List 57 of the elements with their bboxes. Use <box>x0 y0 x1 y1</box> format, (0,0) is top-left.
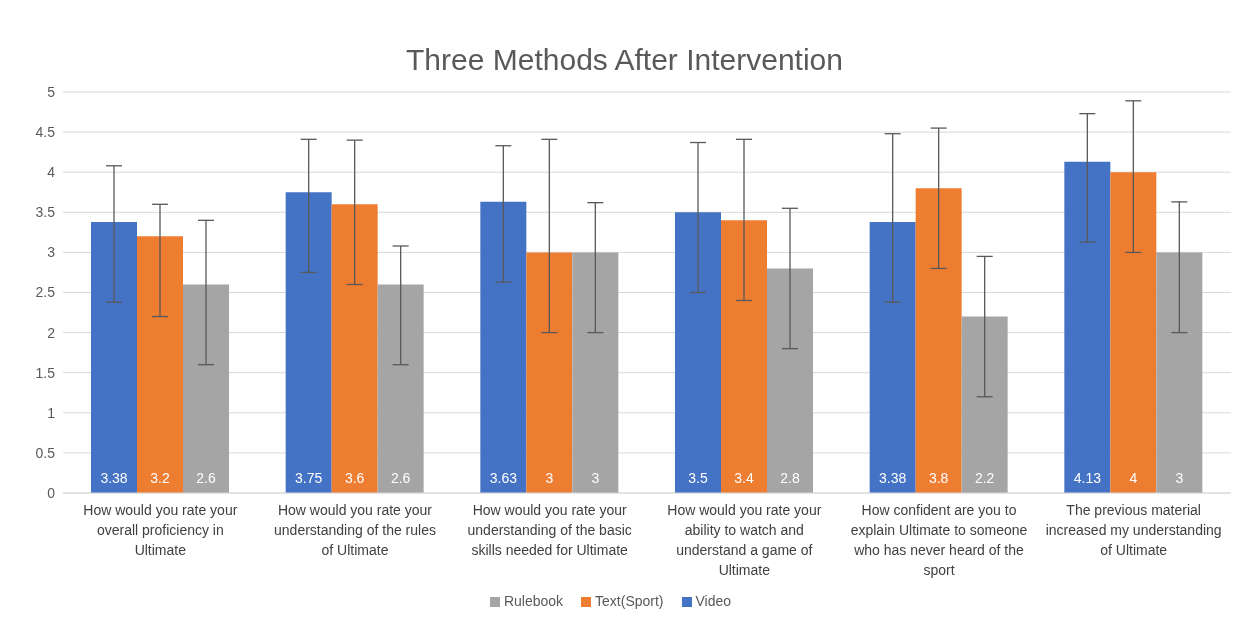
y-tick-label: 3 <box>47 244 56 261</box>
data-label: 3.2 <box>150 470 170 486</box>
bar <box>331 204 378 493</box>
data-label: 3.75 <box>295 470 323 486</box>
data-label: 3.8 <box>928 470 949 486</box>
y-tick-label: 2 <box>47 324 56 341</box>
bar <box>1064 161 1111 493</box>
data-label: 3.5 <box>688 470 708 486</box>
bar <box>1110 172 1157 493</box>
y-tick-label: 2.5 <box>35 284 56 301</box>
bar <box>377 284 424 493</box>
y-tick-label: 0 <box>47 484 56 501</box>
bar <box>91 221 137 493</box>
bar <box>480 201 527 493</box>
x-tick-label: The previous material increased my understanding of Ultimate <box>1045 502 1222 558</box>
y-tick-label: 3.5 <box>35 204 56 221</box>
data-label: 3.38 <box>100 470 128 486</box>
data-label: 3.38 <box>879 470 907 486</box>
bar <box>137 236 183 493</box>
bar <box>1156 252 1203 493</box>
x-tick-label: How would you rate your understanding of the basic skills needed for Ultimate <box>467 502 632 558</box>
data-label: 3 <box>1175 470 1184 486</box>
y-tick-label: 1 <box>47 404 56 421</box>
x-tick-label: How would you rate your overall proficiency in Ultimate <box>83 502 238 558</box>
bar <box>915 188 962 493</box>
legend-label: Video <box>695 593 732 609</box>
bar <box>675 212 721 493</box>
legend-label: Text(Sport) <box>595 593 664 609</box>
y-tick-label: 1.5 <box>35 364 56 381</box>
bar <box>869 221 916 493</box>
data-label: 3.4 <box>734 470 754 486</box>
data-label: 2.6 <box>390 470 411 486</box>
bar <box>183 284 229 493</box>
data-label: 2.8 <box>780 470 800 486</box>
y-tick-label: 4 <box>47 164 56 181</box>
y-tick-label: 4.5 <box>35 124 56 141</box>
bar <box>572 252 619 493</box>
x-tick-label: How confident are you to explain Ultimate to someone who has never heard of the sport <box>850 502 1028 578</box>
y-tick-label: 0.5 <box>35 444 56 461</box>
bar <box>767 268 813 493</box>
bar <box>961 316 1008 493</box>
data-label: 3 <box>591 470 600 486</box>
x-tick-label: How would you rate your ability to watch and understand a game of Ultimate <box>667 502 822 578</box>
bar <box>285 192 332 493</box>
chart-title: Three Methods After Intervention <box>405 42 844 78</box>
data-label: 2.2 <box>974 470 995 486</box>
data-label: 4 <box>1129 470 1138 486</box>
x-tick-label: How would you rate your understanding of the rules of Ultimate <box>274 502 436 558</box>
legend-label: Rulebook <box>503 593 564 609</box>
data-label: 3.63 <box>489 470 518 486</box>
data-label: 2.6 <box>196 470 216 486</box>
data-label: 3 <box>545 470 554 486</box>
data-label: 4.13 <box>1073 470 1102 486</box>
bar <box>721 220 767 493</box>
y-tick-label: 5 <box>47 83 56 100</box>
bar <box>526 252 573 493</box>
data-label: 3.6 <box>344 470 365 486</box>
